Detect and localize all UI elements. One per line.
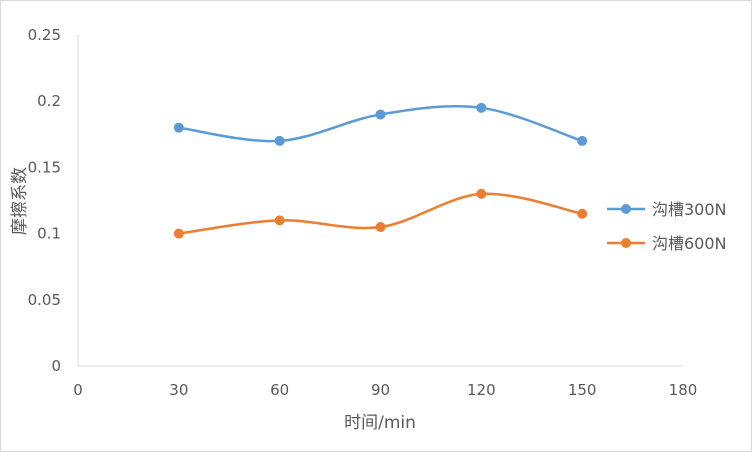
x-tick-label: 150: [568, 381, 597, 399]
legend-marker: [621, 238, 631, 248]
data-point: [173, 228, 184, 239]
legend-label: 沟槽600N: [652, 234, 727, 253]
x-tick-label: 0: [73, 381, 83, 399]
data-point: [476, 102, 487, 113]
data-point: [274, 135, 285, 146]
data-point: [577, 135, 588, 146]
x-tick-label: 30: [169, 381, 188, 399]
y-tick-label: 0: [51, 357, 61, 375]
data-point: [375, 109, 386, 120]
y-tick-label: 0.05: [28, 291, 61, 309]
x-tick-label: 90: [371, 381, 390, 399]
legend-marker: [621, 204, 631, 214]
data-point: [577, 208, 588, 219]
data-point: [476, 188, 487, 199]
y-tick-label: 0.2: [37, 92, 61, 110]
data-point: [173, 122, 184, 133]
x-tick-label: 180: [669, 381, 698, 399]
y-tick-label: 0.25: [28, 26, 61, 44]
data-point: [375, 221, 386, 232]
x-axis-label: 时间/min: [344, 413, 416, 433]
y-axis-label: 摩擦系数: [10, 167, 30, 235]
data-point: [274, 215, 285, 226]
y-tick-label: 0.15: [28, 158, 61, 176]
x-tick-label: 60: [270, 381, 289, 399]
x-tick-label: 120: [467, 381, 496, 399]
y-tick-label: 0.1: [37, 225, 61, 243]
legend-label: 沟槽300N: [652, 200, 727, 219]
